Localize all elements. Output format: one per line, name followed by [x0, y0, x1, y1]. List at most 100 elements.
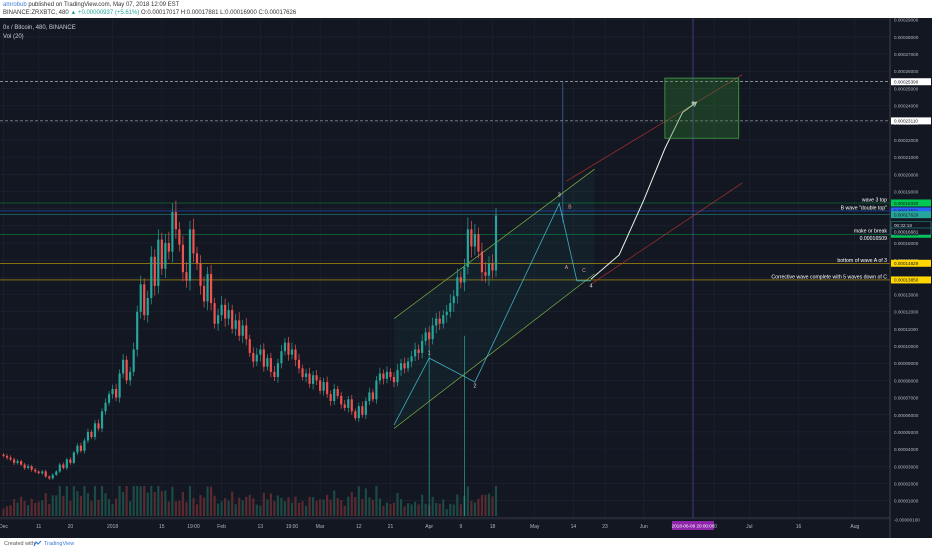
volume-bar — [79, 495, 82, 516]
volume-bar — [494, 486, 498, 516]
reference-price-tag — [891, 78, 931, 86]
volume-bar — [16, 502, 19, 516]
candle-body — [181, 244, 185, 273]
candle-body — [266, 358, 269, 367]
volume-bar — [361, 498, 364, 516]
candle-body — [459, 277, 462, 283]
price-change: ▲ +0.00000937 (+5.61%) — [70, 10, 140, 16]
time-tick-label: Apr — [425, 524, 433, 530]
candle-body — [438, 318, 441, 324]
candle-body — [456, 277, 459, 297]
candle-body — [287, 342, 290, 355]
candle-body — [290, 349, 294, 355]
volume-bar — [122, 491, 125, 516]
annotations: wave 3 top B wave "double top" make or bre… — [428, 102, 888, 390]
candle-body — [385, 371, 389, 379]
volume-bar — [480, 494, 484, 516]
volume-bar — [290, 502, 294, 516]
volume-bar — [350, 491, 353, 516]
candle-body — [192, 229, 195, 254]
candle-body — [245, 325, 248, 340]
tradingview-brand[interactable]: TradingView — [44, 541, 75, 547]
price-tick-label: 0.00021000 — [894, 155, 919, 160]
candle-body — [311, 375, 315, 384]
candle-body — [125, 359, 128, 381]
price-chart[interactable]: wave 3 top B wave "double top" make or bre… — [0, 18, 932, 538]
volume-bar — [213, 495, 216, 516]
level-price-text: 0.00017626 — [894, 212, 919, 217]
volume-bar — [273, 501, 276, 516]
time-tick-label: Jun — [640, 524, 648, 530]
candle-body — [104, 402, 107, 412]
volume-bars — [2, 486, 498, 516]
price-tick-label: 0.00008000 — [894, 378, 919, 383]
volume-bar — [83, 486, 86, 516]
time-tick-label: 16 — [796, 524, 802, 530]
volume-bar — [333, 490, 336, 516]
price-tick-label: 0.00010000 — [894, 344, 919, 349]
price-tick-label: 0.00028000 — [894, 35, 919, 40]
level-price-tag — [891, 259, 931, 267]
countdown-text: 0.00016681 — [894, 229, 919, 234]
candle-body — [466, 229, 469, 268]
footer: Created with TradingView — [0, 538, 932, 550]
candle-body — [195, 253, 199, 264]
author-link[interactable]: amrobub — [3, 2, 27, 8]
target-date-text: 2018-06-09 20:00:00 — [672, 524, 715, 529]
price-tick-label: 0.00022000 — [894, 138, 919, 143]
candle-body — [364, 401, 367, 415]
candle-body — [442, 315, 445, 324]
volume-bar — [445, 509, 448, 516]
volume-bar — [304, 505, 308, 516]
volume-bar — [368, 497, 371, 516]
volume-bar — [410, 504, 413, 516]
price-tick-label: 0.00013000 — [894, 293, 919, 298]
candle-body — [132, 349, 135, 372]
volume-bar — [424, 503, 427, 516]
price-tick-label: 0.00027000 — [894, 52, 919, 57]
candle-body — [213, 303, 216, 324]
candle-body — [269, 358, 272, 372]
candle-body — [329, 394, 332, 402]
target-date-badge — [672, 521, 715, 530]
price-tick-label: 0.00019000 — [894, 189, 919, 194]
volume-bar — [336, 497, 339, 516]
volume-bar — [319, 499, 322, 516]
candle-body — [375, 380, 378, 400]
candle-body — [477, 234, 480, 252]
elliott-wave-path — [393, 202, 591, 426]
tradingview-logo-icon — [33, 540, 42, 547]
volume-bar — [224, 498, 227, 516]
volume-bar — [164, 490, 167, 516]
candles — [2, 200, 498, 480]
volume-bar — [354, 497, 357, 516]
candle-body — [480, 251, 484, 273]
candle-body — [333, 389, 336, 402]
time-axis[interactable]: Dec 11 20 2018 15 19:00 Feb 13 19:00 Mar 12 21 Apr 9 1… — [0, 517, 890, 530]
volume-bar — [276, 495, 279, 516]
ohlc-values: O:0.00017017 H:0.00017881 L:0.00016900 C… — [141, 10, 297, 16]
time-tick-label: 15 — [159, 524, 165, 530]
volume-bar — [326, 494, 329, 516]
candle-body — [164, 243, 167, 269]
candle-body — [41, 471, 44, 474]
time-tick-label: Feb — [217, 524, 226, 530]
wave-5-projection — [590, 101, 697, 280]
volume-bar — [181, 491, 185, 516]
volume-bar — [262, 492, 265, 516]
volume-bar — [5, 506, 9, 516]
candle-body — [65, 459, 68, 469]
candle-body — [69, 459, 72, 463]
volume-bar — [491, 496, 494, 516]
price-axis[interactable]: 0.00029000 0.00028000 0.00027000 0.00026000… — [889, 18, 932, 538]
grid — [0, 18, 890, 520]
candle-body — [487, 263, 491, 276]
candle-body — [378, 373, 382, 381]
volume-bar — [55, 495, 58, 516]
reference-price-text: 0.00025390 — [894, 80, 919, 85]
level-price-tag — [891, 276, 931, 284]
candle-body — [150, 256, 153, 298]
candle-body — [410, 356, 413, 362]
volume-bar — [466, 486, 469, 516]
candle-body — [58, 464, 61, 472]
